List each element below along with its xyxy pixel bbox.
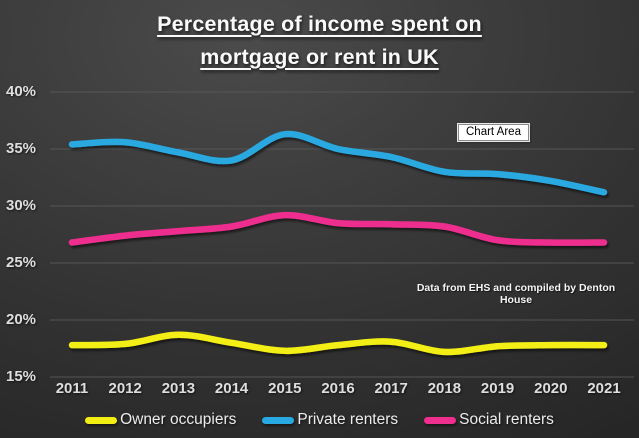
x-tick-label-2012: 2012 xyxy=(108,380,142,397)
chart-title-line-2: mortgage or rent in UK xyxy=(200,45,439,69)
chart-area-tooltip: Chart Area xyxy=(458,124,529,141)
legend-swatch-icon xyxy=(85,416,118,424)
x-tick-label-2016: 2016 xyxy=(321,380,355,397)
legend-label: Owner occupiers xyxy=(120,411,237,428)
y-tick-label-15: 15% xyxy=(6,368,37,385)
x-tick-label-2020: 2020 xyxy=(534,380,568,397)
legend-label: Social renters xyxy=(459,411,554,428)
y-tick-label-25: 25% xyxy=(6,254,37,271)
legend-swatch-icon xyxy=(424,416,457,424)
chart-title: Percentage of income spent on mortgage o… xyxy=(0,8,639,74)
x-tick-label-2015: 2015 xyxy=(268,380,302,397)
chart-legend: Owner occupiers Private renters Social ren… xyxy=(0,411,639,429)
legend-item-owner-occupiers: Owner occupiers xyxy=(85,411,236,429)
series-line-owner-occupiers xyxy=(68,331,608,356)
x-tick-label-2011: 2011 xyxy=(55,380,89,397)
x-tick-label-2014: 2014 xyxy=(214,380,249,397)
x-tick-label-2019: 2019 xyxy=(480,380,515,397)
x-tick-label-2021: 2021 xyxy=(587,380,621,397)
legend-label: Private renters xyxy=(297,411,399,428)
x-tick-label-2013: 2013 xyxy=(161,380,196,397)
legend-swatch-icon xyxy=(262,416,295,424)
y-tick-label-40: 40% xyxy=(6,83,37,100)
y-tick-label-35: 35% xyxy=(6,140,37,157)
x-tick-label-2018: 2018 xyxy=(427,380,462,397)
y-tick-label-20: 20% xyxy=(6,311,37,328)
y-tick-label-30: 30% xyxy=(6,197,37,214)
series-line-social-renters xyxy=(68,211,608,246)
legend-item-private-renters: Private renters xyxy=(262,411,398,429)
legend-item-social-renters: Social renters xyxy=(424,411,554,429)
x-tick-label-2017: 2017 xyxy=(374,380,408,397)
source-annotation: Data from EHS and compiled by Denton Hou… xyxy=(416,282,616,306)
series-line-private-renters xyxy=(68,130,608,196)
chart-title-line-1: Percentage of income spent on xyxy=(157,12,482,36)
